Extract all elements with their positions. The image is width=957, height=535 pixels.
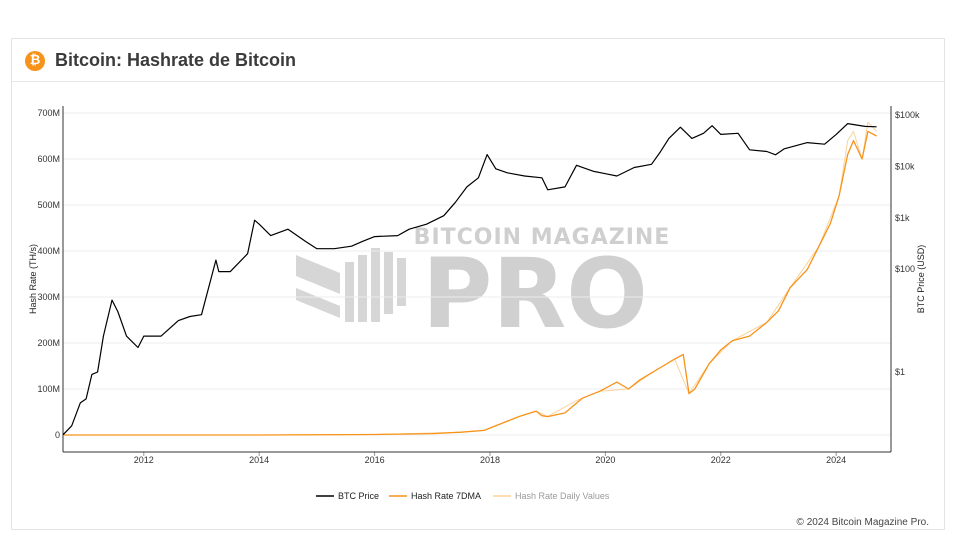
y-right-axis-title: BTC Price (USD)	[916, 245, 926, 314]
series-line-hash-rate-7dma	[63, 130, 877, 436]
y-right-tick-label: $1k	[895, 213, 910, 223]
bitcoin-icon: ₿	[25, 51, 45, 71]
x-tick-label: 2022	[711, 455, 731, 465]
legend-item-label: BTC Price	[338, 491, 379, 501]
y-left-tick-label: 600M	[37, 154, 60, 164]
y-left-axis-title: Hash Rate (TH/s)	[28, 244, 38, 314]
x-tick-label: 2016	[365, 455, 385, 465]
axes: 0 100M 200M 300M 400M 500M 600M 700M $1 $100 $1k $1…	[28, 106, 926, 465]
watermark: BITCOIN MAGAZINE PRO	[296, 225, 671, 350]
x-tick-label: 2012	[134, 455, 154, 465]
chart-card: ₿ Bitcoin: Hashrate de Bitcoin	[11, 38, 945, 530]
y-left-tick-label: 100M	[37, 384, 60, 394]
y-right-tick-label: $100	[895, 264, 915, 274]
y-left-tick-label: 400M	[37, 246, 60, 256]
series-line-btc-price	[62, 122, 877, 436]
legend: BTC Price Hash Rate 7DMA Hash Rate Daily V…	[316, 491, 610, 501]
watermark-line1: BITCOIN MAGAZINE	[414, 225, 671, 250]
y-left-tick-label: 500M	[37, 200, 60, 210]
y-left-tick-label: 0	[55, 430, 60, 440]
chart-header: ₿ Bitcoin: Hashrate de Bitcoin	[12, 39, 944, 82]
watermark-line2: PRO	[422, 238, 648, 350]
x-tick-label: 2014	[249, 455, 269, 465]
y-right-tick-label: $100k	[895, 110, 920, 120]
grid	[63, 112, 891, 436]
y-left-tick-label: 200M	[37, 338, 60, 348]
y-right-tick-label: $10k	[895, 161, 915, 171]
legend-item-label: Hash Rate Daily Values	[515, 491, 610, 501]
y-left-tick-label: 300M	[37, 292, 60, 302]
y-right-tick-label: $1	[895, 367, 905, 377]
x-tick-label: 2024	[826, 455, 846, 465]
watermark-logo-icon	[296, 248, 406, 322]
x-tick-label: 2018	[480, 455, 500, 465]
x-tick-label: 2020	[595, 455, 615, 465]
copyright-text: © 2024 Bitcoin Magazine Pro.	[796, 517, 929, 528]
series-layer	[62, 121, 877, 436]
legend-item-label: Hash Rate 7DMA	[411, 491, 481, 501]
y-left-tick-label: 700M	[37, 108, 60, 118]
page-title: Bitcoin: Hashrate de Bitcoin	[55, 50, 297, 70]
